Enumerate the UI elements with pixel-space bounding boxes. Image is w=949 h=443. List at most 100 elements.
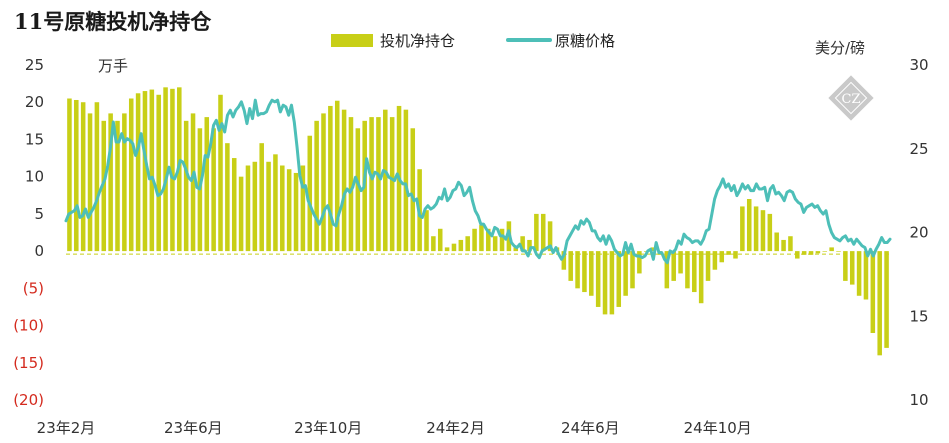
net-position-bar: [149, 89, 155, 252]
net-position-bar: [108, 113, 113, 252]
net-position-bar: [740, 206, 745, 252]
x-tick-label: 23年6月: [164, 419, 223, 437]
net-position-bar: [300, 165, 306, 252]
net-position-bar: [451, 243, 457, 252]
left-tick-label: 5: [34, 205, 44, 223]
net-position-bar: [637, 251, 642, 274]
net-position-bar: [163, 87, 168, 252]
net-position-bar: [437, 228, 443, 252]
left-tick-label: 20: [25, 93, 44, 111]
net-position-bar: [486, 228, 491, 252]
net-position-bar: [527, 239, 532, 252]
net-position-bar: [671, 251, 676, 281]
left-tick-label: (15): [13, 354, 44, 372]
net-position-bar: [321, 113, 326, 252]
net-position-bar: [568, 251, 573, 281]
right-axis-unit: 美分/磅: [815, 39, 865, 57]
chart-title: 11号原糖投机净持仓: [14, 9, 212, 34]
net-position-bar: [280, 165, 285, 252]
net-position-bar: [74, 99, 79, 252]
net-position-bar: [609, 251, 615, 315]
net-position-bar: [630, 251, 635, 289]
net-position-bar: [115, 120, 120, 252]
legend-bar-swatch: [331, 34, 373, 47]
left-tick-label: (5): [23, 279, 44, 297]
net-position-bar: [80, 102, 86, 252]
x-tick-label: 24年2月: [426, 419, 485, 437]
net-position-bar: [753, 206, 759, 252]
right-tick-label: 10: [909, 391, 928, 409]
net-position-bar: [726, 251, 731, 255]
left-axis-ticks: 25 20 15 10 5 0 (5) (10) (15) (20): [13, 56, 44, 409]
net-position-bar: [801, 251, 807, 255]
right-tick-label: 15: [909, 307, 928, 325]
net-position-bar: [678, 251, 683, 274]
net-position-bar: [94, 102, 100, 252]
net-position-bar: [369, 117, 374, 252]
net-position-bar: [444, 247, 450, 252]
net-position-bar: [692, 251, 697, 293]
right-tick-label: 20: [909, 224, 928, 242]
right-tick-label: 30: [909, 56, 928, 74]
net-position-bar: [431, 236, 436, 252]
net-position-bar: [190, 113, 196, 252]
net-position-bar: [183, 120, 189, 252]
net-position-bar: [712, 251, 718, 270]
right-axis-ticks: 30 25 20 15 10: [909, 56, 928, 409]
net-position-bar: [575, 251, 580, 289]
net-position-bar: [142, 91, 148, 252]
cz-watermark-logo: CZ: [828, 75, 874, 121]
net-position-bar: [616, 251, 622, 307]
left-tick-label: (20): [13, 391, 44, 409]
net-position-bar: [231, 158, 237, 252]
net-position-bar: [561, 251, 567, 270]
net-position-bar: [822, 251, 828, 252]
left-tick-label: 15: [25, 130, 44, 148]
net-position-bar: [589, 251, 594, 296]
net-position-bar: [389, 117, 395, 252]
net-position-bar: [520, 236, 525, 252]
net-position-bar: [410, 128, 416, 252]
net-position-bar: [808, 251, 814, 255]
net-position-bar: [67, 98, 72, 252]
x-tick-label: 23年2月: [37, 419, 96, 437]
net-position-bar: [698, 251, 704, 304]
net-position-bar: [101, 120, 107, 252]
net-position-bar: [266, 161, 271, 252]
net-position-bar: [286, 169, 292, 252]
left-tick-label: 10: [25, 168, 44, 186]
net-position-bar: [685, 251, 690, 289]
x-tick-label: 24年10月: [684, 419, 752, 437]
net-position-bar: [547, 221, 553, 252]
net-position-bar: [403, 109, 409, 252]
net-position-bar: [204, 117, 210, 252]
net-position-bars: [67, 87, 889, 356]
net-position-bar: [849, 251, 855, 285]
net-position-bar: [760, 210, 766, 252]
net-position-bar: [225, 143, 230, 252]
net-position-bar: [218, 94, 223, 252]
x-axis-ticks: 23年2月 23年6月 23年10月 24年2月 24年6月 24年10月: [37, 419, 752, 437]
net-position-bar: [815, 251, 821, 254]
left-tick-label: 0: [34, 242, 44, 260]
net-position-bar: [492, 236, 498, 252]
net-position-bar: [534, 213, 539, 252]
left-tick-label: 25: [25, 56, 44, 74]
net-position-bar: [781, 239, 786, 252]
net-position-bar: [245, 165, 251, 252]
net-position-bar: [479, 225, 484, 252]
net-position-bar: [746, 199, 752, 252]
net-position-bar: [856, 251, 862, 296]
net-position-bar: [870, 251, 876, 333]
net-position-bar: [376, 117, 381, 252]
left-axis-unit: 万手: [98, 57, 128, 75]
net-position-bar: [767, 213, 773, 252]
net-position-bar: [128, 98, 134, 252]
right-tick-label: 25: [909, 140, 928, 158]
net-position-bar: [122, 113, 127, 252]
x-tick-label: 23年10月: [294, 419, 362, 437]
net-position-bar: [705, 251, 711, 281]
legend: 投机净持仓 原糖价格: [331, 32, 615, 50]
net-position-bar: [623, 251, 628, 296]
